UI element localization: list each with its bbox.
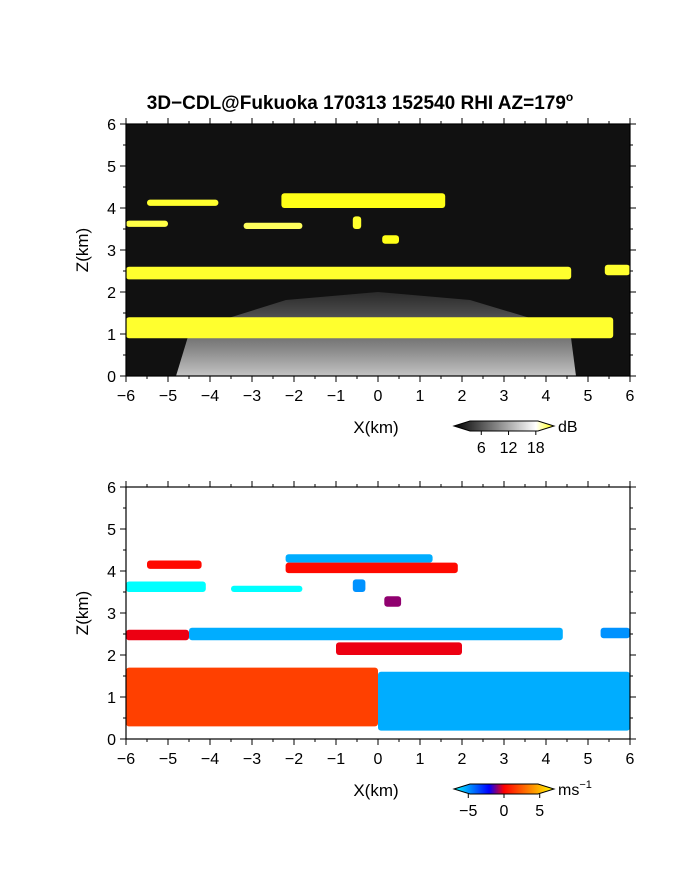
title-degree-sup: o [566,90,573,104]
velocity-y-tick-label: 2 [107,648,116,665]
reflectivity-colorbar-unit: dB [558,419,578,436]
reflectivity-x-tick-label: 2 [458,388,467,405]
reflectivity-y-tick-label: 3 [107,243,116,260]
velocity-layer-2 [285,562,458,574]
velocity-x-tick-label: 2 [458,751,467,768]
reflectivity-x-tick-label: 0 [374,388,383,405]
velocity-layer-5 [352,579,366,592]
velocity-layer-0 [147,560,202,569]
velocity-layer-11 [126,667,378,727]
reflectivity-layer-0 [147,199,219,206]
velocity-x-tick-label: 4 [542,751,551,768]
reflectivity-y-tick-label: 2 [107,285,116,302]
reflectivity-x-tick-label: −6 [117,388,135,405]
velocity-colorbar-tick-label: −5 [459,803,477,820]
velocity-colorbar-tick-label: 0 [500,803,509,820]
velocity-layer-8 [189,627,563,641]
reflectivity-y-axis-label: Z(km) [73,228,92,272]
reflectivity-x-tick-label: −4 [201,388,219,405]
velocity-x-tick-label: −6 [117,751,135,768]
reflectivity-x-axis-label: X(km) [353,418,398,437]
velocity-y-tick-label: 3 [107,606,116,623]
velocity-x-tick-label: −3 [243,751,261,768]
velocity-x-tick-label: −1 [327,751,345,768]
reflectivity-layer-8 [126,317,614,339]
velocity-layer-3 [126,581,206,592]
reflectivity-y-tick-label: 6 [107,117,116,134]
velocity-x-tick-label: 0 [374,751,383,768]
velocity-colorbar: −5 0 5 ms−1 [452,779,592,820]
reflectivity-layer-4 [352,216,362,229]
reflectivity-x-tick-label: 3 [500,388,509,405]
reflectivity-x-tick-label: 6 [626,388,635,405]
reflectivity-panel: −6 −5 −4 −3 −2 −1 0 1 2 3 4 5 6 0 1 2 3 4 5 6 X(km) Z(km) [73,117,636,437]
velocity-y-tick-label: 0 [107,732,116,749]
velocity-unit-sup: −1 [579,779,592,791]
velocity-colorbar-bar [452,783,556,795]
reflectivity-layer-7 [604,264,630,276]
velocity-x-tick-label: 5 [584,751,593,768]
velocity-x-axis-label: X(km) [353,781,398,800]
velocity-y-axis-label: Z(km) [73,591,92,635]
chart-title: 3D−CDL@Fukuoka 170313 152540 RHI AZ=179o [147,90,574,114]
reflectivity-y-tick-label: 4 [107,201,116,218]
velocity-colorbar-unit: ms−1 [558,779,592,799]
reflectivity-colorbar: 6 12 18 dB [452,419,578,457]
velocity-panel: −6 −5 −4 −3 −2 −1 0 1 2 3 4 5 6 0 1 2 3 4 5 6 X(km) Z(km) [73,480,636,800]
reflectivity-y-tick-label: 0 [107,369,116,386]
velocity-layer-12 [378,671,630,731]
reflectivity-layer-6 [126,266,572,280]
reflectivity-x-tick-label: 1 [416,388,425,405]
reflectivity-colorbar-bar [452,420,556,432]
velocity-y-tick-label: 4 [107,564,116,581]
reflectivity-layer-1 [281,193,446,208]
velocity-layer-9 [336,642,462,655]
velocity-x-tick-label: 1 [416,751,425,768]
reflectivity-layer-5 [382,235,399,244]
velocity-x-tick-label: 3 [500,751,509,768]
reflectivity-x-tick-label: 5 [584,388,593,405]
reflectivity-x-tick-label: −5 [159,388,177,405]
velocity-layer-7 [126,629,189,641]
velocity-x-tick-label: 6 [626,751,635,768]
reflectivity-colorbar-tick-label: 18 [527,440,545,457]
reflectivity-x-tick-label: −1 [327,388,345,405]
reflectivity-x-tick-label: −3 [243,388,261,405]
reflectivity-colorbar-tick-label: 6 [477,440,486,457]
velocity-y-tick-label: 6 [107,480,116,497]
velocity-layer-6 [384,596,402,607]
velocity-y-tick-label: 5 [107,522,116,539]
reflectivity-y-tick-label: 1 [107,327,116,344]
velocity-colorbar-tick-label: 5 [535,803,544,820]
reflectivity-colorbar-tick-label: 12 [500,440,518,457]
title-main: 3D−CDL@Fukuoka 170313 152540 RHI AZ=179 [147,93,566,114]
reflectivity-y-tick-label: 5 [107,159,116,176]
velocity-x-tick-label: −5 [159,751,177,768]
velocity-layer-4 [231,585,303,592]
velocity-unit-main: ms [558,782,579,799]
reflectivity-x-tick-label: 4 [542,388,551,405]
velocity-layer-10 [600,627,630,639]
reflectivity-layer-2 [126,220,168,227]
velocity-x-tick-label: −4 [201,751,219,768]
velocity-x-tick-label: −2 [285,751,303,768]
reflectivity-x-tick-label: −2 [285,388,303,405]
reflectivity-layer-3 [243,222,303,229]
velocity-y-tick-label: 1 [107,690,116,707]
velocity-layer-1 [285,554,433,563]
